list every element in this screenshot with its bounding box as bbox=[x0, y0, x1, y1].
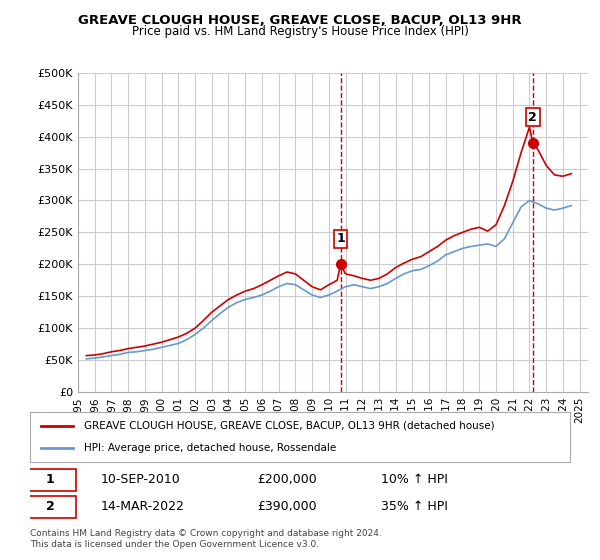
Line: GREAVE CLOUGH HOUSE, GREAVE CLOSE, BACUP, OL13 9HR (detached house): GREAVE CLOUGH HOUSE, GREAVE CLOSE, BACUP… bbox=[86, 127, 571, 356]
Text: GREAVE CLOUGH HOUSE, GREAVE CLOSE, BACUP, OL13 9HR: GREAVE CLOUGH HOUSE, GREAVE CLOSE, BACUP… bbox=[78, 14, 522, 27]
HPI: Average price, detached house, Rossendale: (2e+03, 6.3e+04): Average price, detached house, Rossendal… bbox=[133, 348, 140, 355]
Text: 14-MAR-2022: 14-MAR-2022 bbox=[100, 500, 184, 514]
GREAVE CLOUGH HOUSE, GREAVE CLOSE, BACUP, OL13 9HR (detached house) bbox=[259, 281, 266, 288]
Text: 2: 2 bbox=[46, 500, 55, 514]
FancyBboxPatch shape bbox=[25, 496, 76, 518]
GREAVE CLOUGH HOUSE, GREAVE CLOSE, BACUP, OL13 9HR (detached house) bbox=[342, 270, 349, 277]
HPI: Average price, detached house, Rossendale: (2e+03, 5.5e+04): Average price, detached house, Rossendal… bbox=[100, 353, 107, 360]
Text: HPI: Average price, detached house, Rossendale: HPI: Average price, detached house, Ross… bbox=[84, 443, 336, 453]
Text: £200,000: £200,000 bbox=[257, 473, 317, 487]
Text: 1: 1 bbox=[46, 473, 55, 487]
GREAVE CLOUGH HOUSE, GREAVE CLOSE, BACUP, OL13 9HR (detached house) bbox=[83, 352, 90, 359]
Text: 10% ↑ HPI: 10% ↑ HPI bbox=[381, 473, 448, 487]
GREAVE CLOUGH HOUSE, GREAVE CLOSE, BACUP, OL13 9HR (detached house) bbox=[376, 275, 383, 282]
GREAVE CLOUGH HOUSE, GREAVE CLOSE, BACUP, OL13 9HR (detached house) bbox=[509, 178, 517, 185]
HPI: Average price, detached house, Rossendale: (2.02e+03, 2.92e+05): Average price, detached house, Rossendal… bbox=[568, 202, 575, 209]
HPI: Average price, detached house, Rossendale: (2e+03, 7e+04): Average price, detached house, Rossendal… bbox=[158, 344, 165, 351]
HPI: Average price, detached house, Rossendale: (2.02e+03, 2.05e+05): Average price, detached house, Rossendal… bbox=[434, 258, 441, 264]
Line: HPI: Average price, detached house, Rossendale: HPI: Average price, detached house, Ross… bbox=[86, 200, 571, 359]
GREAVE CLOUGH HOUSE, GREAVE CLOSE, BACUP, OL13 9HR (detached house) bbox=[568, 170, 575, 177]
GREAVE CLOUGH HOUSE, GREAVE CLOSE, BACUP, OL13 9HR (detached house) bbox=[526, 124, 533, 130]
FancyBboxPatch shape bbox=[25, 469, 76, 491]
Text: Contains HM Land Registry data © Crown copyright and database right 2024.
This d: Contains HM Land Registry data © Crown c… bbox=[30, 529, 382, 549]
GREAVE CLOUGH HOUSE, GREAVE CLOSE, BACUP, OL13 9HR (detached house) bbox=[183, 330, 190, 337]
HPI: Average price, detached house, Rossendale: (2.02e+03, 3e+05): Average price, detached house, Rossendal… bbox=[526, 197, 533, 204]
GREAVE CLOUGH HOUSE, GREAVE CLOSE, BACUP, OL13 9HR (detached house) bbox=[200, 317, 207, 324]
Text: £390,000: £390,000 bbox=[257, 500, 316, 514]
Text: Price paid vs. HM Land Registry's House Price Index (HPI): Price paid vs. HM Land Registry's House … bbox=[131, 25, 469, 38]
Text: 10-SEP-2010: 10-SEP-2010 bbox=[100, 473, 180, 487]
Text: 2: 2 bbox=[529, 111, 537, 124]
HPI: Average price, detached house, Rossendale: (2e+03, 1.12e+05): Average price, detached house, Rossendal… bbox=[208, 317, 215, 324]
HPI: Average price, detached house, Rossendale: (2e+03, 5.2e+04): Average price, detached house, Rossendal… bbox=[83, 356, 90, 362]
Text: 1: 1 bbox=[336, 232, 345, 245]
HPI: Average price, detached house, Rossendale: (2.01e+03, 1.58e+05): Average price, detached house, Rossendal… bbox=[334, 288, 341, 295]
Text: 35% ↑ HPI: 35% ↑ HPI bbox=[381, 500, 448, 514]
Text: GREAVE CLOUGH HOUSE, GREAVE CLOSE, BACUP, OL13 9HR (detached house): GREAVE CLOUGH HOUSE, GREAVE CLOSE, BACUP… bbox=[84, 421, 494, 431]
